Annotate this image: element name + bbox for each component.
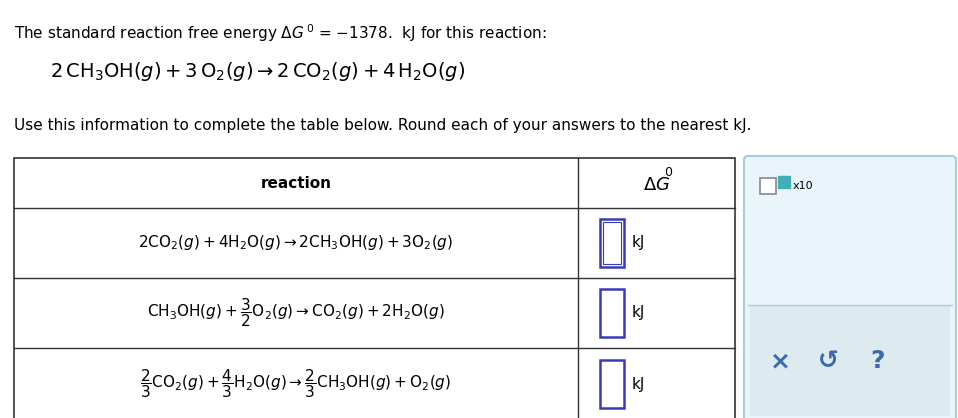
FancyBboxPatch shape [744,156,956,418]
Text: $2\,\mathrm{CH_3OH}(g) + 3\,\mathrm{O_2}(g) \rightarrow 2\,\mathrm{CO_2}(g) + 4\: $2\,\mathrm{CH_3OH}(g) + 3\,\mathrm{O_2}… [50,60,466,83]
Bar [600,289,624,337]
Text: $\dfrac{2}{3}\mathrm{CO_2}(g) + \dfrac{4}{3}\mathrm{H_2O}(g) \rightarrow \dfrac{: $\dfrac{2}{3}\mathrm{CO_2}(g) + \dfrac{4… [141,367,451,400]
Text: $\Delta G$: $\Delta G$ [643,176,671,194]
Bar [778,176,790,188]
Bar [14,158,735,418]
Bar [600,219,624,267]
Text: kJ: kJ [632,306,646,321]
Bar [600,360,624,408]
Text: Use this information to complete the table below. Round each of your answers to : Use this information to complete the tab… [14,118,751,133]
Text: The standard reaction free energy $\Delta G^{\,0}$ = $-$1378.  kJ for this react: The standard reaction free energy $\Delt… [14,22,546,44]
Bar [750,305,950,416]
Bar [603,222,621,264]
Text: kJ: kJ [632,235,646,250]
Text: ×: × [769,349,790,374]
Text: reaction: reaction [261,176,331,191]
Text: ?: ? [871,349,885,374]
Bar [760,178,776,194]
Text: $2\mathrm{CO_2}(g) + 4\mathrm{H_2O}(g) \rightarrow 2\mathrm{CH_3OH}(g) + 3\mathr: $2\mathrm{CO_2}(g) + 4\mathrm{H_2O}(g) \… [138,234,453,252]
Text: ↺: ↺ [817,349,838,374]
Text: 0: 0 [665,166,673,179]
Text: $\mathrm{CH_3OH}(g) + \dfrac{3}{2}\mathrm{O_2}(g) \rightarrow \mathrm{CO_2}(g) +: $\mathrm{CH_3OH}(g) + \dfrac{3}{2}\mathr… [148,297,445,329]
Text: kJ: kJ [632,377,646,392]
Text: x10: x10 [793,181,813,191]
